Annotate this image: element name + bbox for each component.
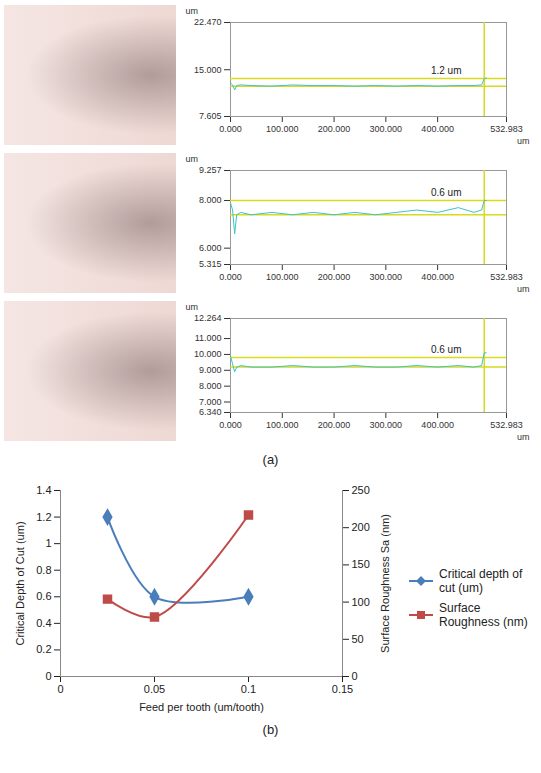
svg-text:100.000: 100.000 [266,272,299,282]
svg-text:um: um [186,154,199,164]
svg-text:100.000: 100.000 [266,124,299,134]
html-text:Surface Roughness (nm): Surface Roughness (nm) [439,601,528,629]
svg-text:7.000: 7.000 [199,397,222,407]
svg-text:10.000: 10.000 [194,349,222,359]
svg-text:1.2 um: 1.2 um [431,65,462,76]
svg-text:um: um [186,302,199,312]
svg-text:0.1: 0.1 [241,683,256,695]
svg-text:200.000: 200.000 [318,420,351,430]
svg-text:0.6 um: 0.6 um [431,344,462,355]
svg-text:um: um [186,6,199,16]
svg-text:0.000: 0.000 [219,272,242,282]
svg-text:8.000: 8.000 [199,381,222,391]
svg-text:0.000: 0.000 [219,124,242,134]
svg-text:532.983: 532.983 [490,272,523,282]
html-text:Critical depth of cut (um): Critical depth of cut (um) [439,567,523,595]
svg-text:400.000: 400.000 [421,124,454,134]
svg-text:7.605: 7.605 [199,111,222,121]
svg-text:Feed per tooth (um/tooth): Feed per tooth (um/tooth) [139,701,264,713]
svg-text:um: um [517,432,530,442]
svg-text:12.264: 12.264 [194,313,222,323]
svg-text:400.000: 400.000 [421,272,454,282]
svg-text:300.000: 300.000 [370,124,403,134]
svg-text:250: 250 [352,484,370,496]
svg-text:0: 0 [45,670,51,682]
svg-text:0.15: 0.15 [332,683,353,695]
svg-text:0.8: 0.8 [36,564,51,576]
svg-text:1.4: 1.4 [36,484,51,496]
svg-text:150: 150 [352,558,370,570]
svg-text:6.000: 6.000 [199,243,222,253]
svg-text:0.000: 0.000 [219,420,242,430]
svg-text:532.983: 532.983 [490,420,523,430]
svg-text:0: 0 [352,670,358,682]
svg-text:Critical Depth of Cut (um): Critical Depth of Cut (um) [14,521,26,645]
svg-text:1.2: 1.2 [36,511,51,523]
svg-text:0.4: 0.4 [36,617,51,629]
svg-text:9.000: 9.000 [199,365,222,375]
svg-text:Surface Roughness Sa (nm): Surface Roughness Sa (nm) [379,514,391,653]
svg-text:50: 50 [352,633,364,645]
svg-text:22.470: 22.470 [194,17,222,27]
svg-text:0.6 um: 0.6 um [431,187,462,198]
svg-text:8.000: 8.000 [199,195,222,205]
svg-text:0.05: 0.05 [144,683,165,695]
svg-text:200.000: 200.000 [318,124,351,134]
svg-text:um: um [517,136,530,146]
svg-text:200.000: 200.000 [318,272,351,282]
svg-text:11.000: 11.000 [195,333,222,343]
svg-text:100.000: 100.000 [266,420,299,430]
html-text:(a): (a) [262,452,279,467]
svg-text:300.000: 300.000 [370,272,403,282]
svg-text:5.315: 5.315 [199,259,222,269]
html-text:(b): (b) [262,722,279,737]
svg-text:0.2: 0.2 [36,643,51,655]
svg-text:6.340: 6.340 [199,407,222,417]
svg-text:400.000: 400.000 [421,420,454,430]
svg-text:532.983: 532.983 [490,124,523,134]
svg-text:200: 200 [352,521,370,533]
svg-text:0.6: 0.6 [36,590,51,602]
svg-text:100: 100 [352,596,370,608]
svg-text:15.000: 15.000 [194,65,222,75]
svg-text:1: 1 [45,537,51,549]
svg-text:300.000: 300.000 [370,420,403,430]
svg-text:0: 0 [57,683,63,695]
svg-text:9.257: 9.257 [199,165,222,175]
svg-text:um: um [517,284,530,294]
